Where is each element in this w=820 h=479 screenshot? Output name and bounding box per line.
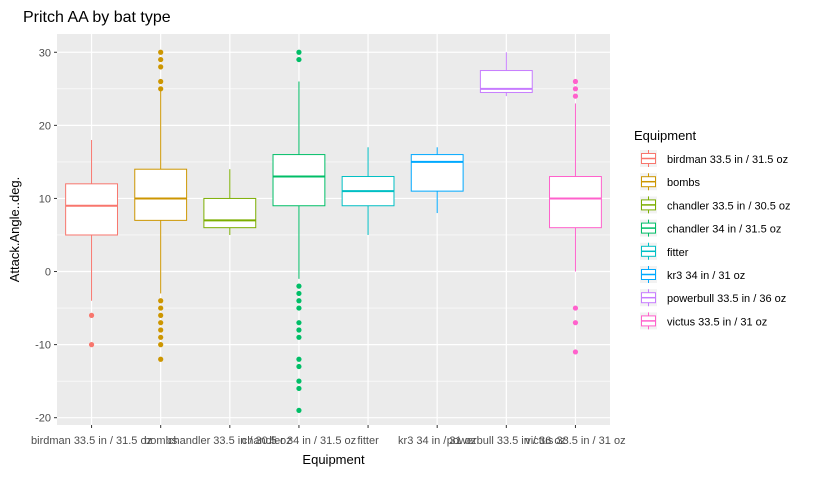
box-outlier	[296, 305, 302, 311]
x-tick-label: birdman 33.5 in / 31.5 oz	[31, 435, 152, 447]
legend-label: kr3 34 in / 31 oz	[667, 270, 745, 282]
box-outlier	[296, 378, 302, 384]
x-tick-label: chandler 34 in / 31.5 oz	[242, 435, 356, 447]
legend-item-4: chandler 34 in / 31.5 oz	[640, 219, 781, 237]
legend-item-7: powerbull 33.5 in / 36 oz	[640, 289, 786, 307]
box-outlier	[88, 312, 95, 318]
x-axis-title: Equipment	[302, 452, 365, 467]
box-outlier	[572, 93, 579, 99]
box-outlier	[572, 320, 579, 326]
box-outlier	[572, 86, 579, 92]
y-tick-label: -20	[35, 413, 51, 425]
legend-item-3: chandler 33.5 in / 30.5 oz	[640, 196, 791, 214]
box-outlier	[296, 320, 302, 326]
legend-item-1: birdman 33.5 in / 31.5 oz	[640, 150, 788, 167]
y-tick-label: -10	[35, 340, 51, 352]
box-8	[549, 78, 602, 355]
box-outlier	[296, 49, 302, 55]
y-tick-label: 20	[39, 120, 51, 132]
box-outlier	[572, 305, 579, 311]
legend-item-6: kr3 34 in / 31 oz	[640, 266, 745, 283]
box-outlier	[296, 283, 302, 289]
box-body	[203, 197, 257, 229]
box-outlier	[296, 290, 302, 297]
x-tick-label: chandler 33.5 in / 30.5 oz	[168, 435, 292, 447]
box-2	[134, 49, 188, 362]
x-tick-label: fitter	[357, 435, 379, 447]
y-axis: -20 -10 0 10 20 30	[35, 47, 57, 425]
legend-item-5: fitter	[640, 242, 689, 260]
box-outlier	[296, 298, 302, 304]
x-tick-label: powerbull 33.5 in / 36 oz	[447, 435, 566, 447]
box-outlier	[158, 49, 164, 55]
y-tick-label: 0	[45, 267, 51, 279]
box-body	[134, 168, 188, 221]
box-5	[341, 147, 395, 235]
box-body	[549, 176, 602, 229]
box-outlier	[158, 86, 164, 92]
x-tick-label: kr3 34 in / 31 oz	[398, 435, 476, 447]
box-outlier	[296, 385, 302, 392]
box-outlier	[158, 342, 164, 348]
x-tick-label: victus 33.5 in / 31 oz	[525, 435, 625, 447]
legend-label: bombs	[667, 177, 701, 189]
legend-label: chandler 33.5 in / 30.5 oz	[667, 200, 791, 212]
box-6	[410, 147, 464, 214]
box-outlier	[88, 342, 95, 348]
box-7	[479, 52, 533, 97]
box-body	[479, 70, 533, 93]
legend-label: chandler 34 in / 31.5 oz	[667, 224, 781, 236]
box-outlier	[296, 327, 302, 333]
box-outlier	[158, 312, 164, 318]
box-outlier	[158, 320, 164, 326]
box-outlier	[158, 305, 164, 311]
box-outlier	[158, 334, 164, 340]
box-4	[272, 49, 326, 413]
box-body	[65, 183, 118, 236]
legend-item-8: victus 33.5 in / 31 oz	[640, 312, 767, 330]
box-body	[272, 154, 326, 207]
legend-item-2: bombs	[640, 173, 701, 191]
legend-label: victus 33.5 in / 31 oz	[667, 316, 767, 328]
box-1	[65, 139, 118, 348]
box-outlier	[158, 327, 164, 333]
y-tick-label: 30	[39, 47, 51, 59]
legend: Equipment birdman 33.5 in / 31.5 oz bombs…	[634, 128, 791, 330]
x-tick-label: bombs	[144, 435, 178, 447]
box-outlier	[296, 356, 302, 362]
box-outlier	[296, 334, 302, 340]
y-tick-label: 10	[39, 193, 51, 205]
plot-panel	[57, 34, 610, 425]
box-outlier	[158, 78, 164, 85]
legend-title: Equipment	[634, 128, 697, 143]
grid-minor	[57, 88, 610, 382]
box-3	[203, 169, 257, 235]
legend-label: powerbull 33.5 in / 36 oz	[667, 293, 786, 305]
box-outlier	[572, 78, 579, 85]
box-series	[65, 49, 602, 413]
box-outlier	[296, 363, 302, 370]
box-outlier	[572, 349, 579, 355]
box-outlier	[158, 298, 164, 304]
box-outlier	[158, 356, 164, 362]
box-body	[410, 154, 464, 192]
box-outlier	[158, 56, 164, 63]
box-outlier	[296, 407, 302, 413]
legend-label: fitter	[667, 247, 689, 259]
box-outlier	[158, 64, 164, 70]
legend-label: birdman 33.5 in / 31.5 oz	[667, 154, 788, 166]
y-axis-title: Attack.Angle..deg.	[7, 177, 22, 283]
chart-title: Pritch AA by bat type	[23, 9, 171, 26]
box-outlier	[296, 56, 302, 63]
